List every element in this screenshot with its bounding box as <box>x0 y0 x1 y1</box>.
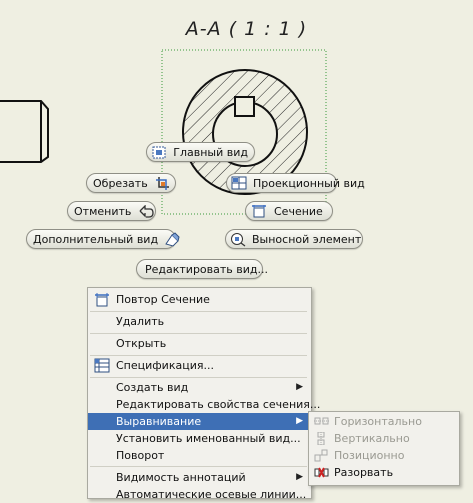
crop-button[interactable]: Обрезать <box>86 173 176 193</box>
edit-view-label: Редактировать вид... <box>145 262 268 276</box>
menu-item-rotate[interactable]: Поворот <box>88 447 309 464</box>
submenu-item-label: Позиционно <box>334 449 405 462</box>
submenu-item-break[interactable]: Разорвать <box>309 464 457 481</box>
auxiliary-view-icon <box>164 231 180 247</box>
menu-item-label: Спецификация... <box>116 359 214 372</box>
auxiliary-view-label: Дополнительный вид <box>33 232 159 246</box>
menu-item-label: Открыть <box>116 337 167 350</box>
vertical-align-icon <box>314 431 329 446</box>
undo-label: Отменить <box>74 204 132 218</box>
auxiliary-view-button[interactable]: Дополнительный вид <box>26 229 180 249</box>
menu-item-label: Выравнивание <box>116 415 202 428</box>
menu-separator <box>90 333 307 334</box>
menu-item-label: Удалить <box>116 315 165 328</box>
horizontal-align-icon <box>314 415 329 428</box>
menu-item-label: Создать вид <box>116 381 189 394</box>
menu-separator <box>90 311 307 312</box>
menu-item-repeat-section[interactable]: Повтор Сечение <box>88 291 309 308</box>
menu-item-alignment[interactable]: Выравнивание ▶ <box>88 413 309 430</box>
menu-item-label: Установить именованный вид... <box>116 432 301 445</box>
view-selection-frame <box>161 49 327 215</box>
projected-view-icon <box>231 175 247 191</box>
section-view-ring <box>182 69 308 195</box>
menu-item-edit-section-properties[interactable]: Редактировать свойства сечения... <box>88 396 320 413</box>
context-menu: Повтор Сечение Удалить Открыть Специфика… <box>87 287 320 501</box>
submenu-item-label: Вертикально <box>334 432 410 445</box>
parts-list-icon <box>94 358 110 373</box>
projected-view-label: Проекционный вид <box>253 176 365 190</box>
undo-button[interactable]: Отменить <box>67 201 156 221</box>
view-title: А-А ( 1 : 1 ) <box>185 18 308 40</box>
menu-item-label: Редактировать свойства сечения... <box>116 398 321 411</box>
break-alignment-icon <box>314 466 329 479</box>
menu-item-auto-centerlines[interactable]: Автоматические осевые линии... <box>88 486 309 503</box>
menu-item-label: Видимость аннотаций <box>116 471 246 484</box>
menu-item-parts-list[interactable]: Спецификация... <box>88 357 309 374</box>
main-view-button[interactable]: Главный вид <box>146 142 255 162</box>
menu-item-delete[interactable]: Удалить <box>88 313 309 330</box>
undo-arrow-icon <box>137 203 155 219</box>
section-label: Сечение <box>274 204 323 218</box>
submenu-item-vertical[interactable]: Вертикально <box>309 430 457 447</box>
submenu-arrow-icon: ▶ <box>296 416 303 426</box>
main-view-label: Главный вид <box>173 145 248 159</box>
menu-item-label: Поворот <box>116 449 165 462</box>
menu-item-label: Автоматические осевые линии... <box>116 488 307 501</box>
detail-element-label: Выносной элемент <box>252 232 362 246</box>
crop-label: Обрезать <box>93 176 148 190</box>
submenu-arrow-icon: ▶ <box>296 382 303 392</box>
section-button[interactable]: Сечение <box>245 201 333 221</box>
menu-separator <box>90 355 307 356</box>
submenu-item-in-position[interactable]: Позиционно <box>309 447 457 464</box>
detail-element-button[interactable]: Выносной элемент <box>225 229 363 249</box>
menu-item-label: Повтор Сечение <box>116 293 210 306</box>
main-view-icon <box>151 144 167 160</box>
submenu-item-label: Разорвать <box>334 466 394 479</box>
menu-item-set-named-view[interactable]: Установить именованный вид... <box>88 430 309 447</box>
crop-icon <box>154 175 172 191</box>
menu-item-create-view[interactable]: Создать вид ▶ <box>88 379 309 396</box>
part-outline-left <box>0 100 49 163</box>
menu-item-open[interactable]: Открыть <box>88 335 309 352</box>
submenu-item-horizontal[interactable]: Горизонтально <box>309 413 457 430</box>
submenu-item-label: Горизонтально <box>334 415 422 428</box>
edit-view-button[interactable]: Редактировать вид... <box>136 259 268 279</box>
submenu-arrow-icon: ▶ <box>296 472 303 482</box>
detail-view-icon <box>230 231 246 247</box>
projected-view-button[interactable]: Проекционный вид <box>226 173 365 193</box>
menu-item-annotation-visibility[interactable]: Видимость аннотаций ▶ <box>88 469 309 486</box>
section-view-icon <box>94 292 110 307</box>
menu-separator <box>90 377 307 378</box>
in-position-icon <box>314 449 329 462</box>
section-icon <box>250 203 268 219</box>
alignment-submenu: Горизонтально Вертикально Позиционно Раз… <box>308 411 460 486</box>
menu-separator <box>90 466 307 467</box>
